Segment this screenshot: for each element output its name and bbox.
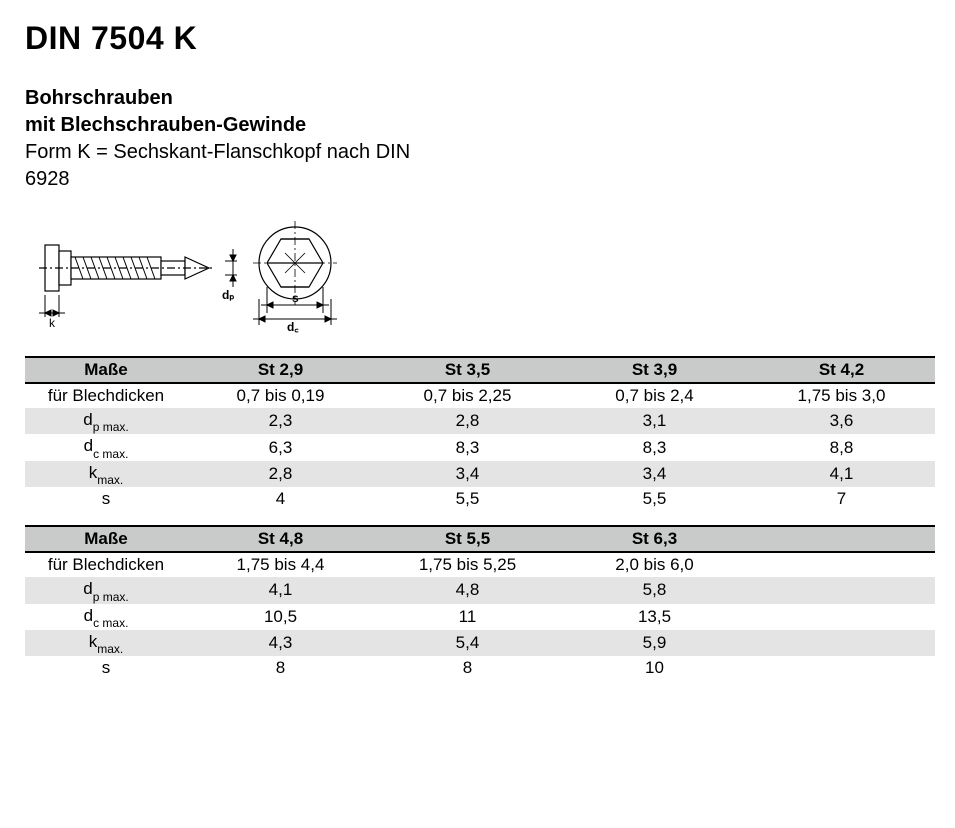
cell: 0,7 bis 2,4: [561, 383, 748, 408]
table-row: kmax. 2,8 3,4 3,4 4,1: [25, 461, 935, 487]
cell: 4,3: [187, 630, 374, 656]
table-row: dc max. 6,3 8,3 8,3 8,8: [25, 434, 935, 460]
cell: 4: [187, 487, 374, 511]
cell: 4,1: [187, 577, 374, 603]
row-label: dp max.: [25, 408, 187, 434]
row-label: für Blechdicken: [25, 552, 187, 577]
row-label: kmax.: [25, 630, 187, 656]
subtitle-line-3: Form K = Sechskant-Flanschkopf nach DIN …: [25, 139, 935, 193]
dimensions-table-1: Maße St 2,9 St 3,5 St 3,9 St 4,2 für Ble…: [25, 356, 935, 511]
header-col: [748, 526, 935, 552]
header-masse: Maße: [25, 526, 187, 552]
row-label: dp max.: [25, 577, 187, 603]
screw-diagram: k dₚ s d꜀: [25, 213, 935, 348]
cell: 5,9: [561, 630, 748, 656]
cell: 5,4: [374, 630, 561, 656]
header-col: St 4,8: [187, 526, 374, 552]
cell: [748, 656, 935, 680]
cell: 10: [561, 656, 748, 680]
cell: 10,5: [187, 604, 374, 630]
cell: 4,1: [748, 461, 935, 487]
table-row: für Blechdicken 0,7 bis 0,19 0,7 bis 2,2…: [25, 383, 935, 408]
cell: 3,1: [561, 408, 748, 434]
table-header-row: Maße St 2,9 St 3,5 St 3,9 St 4,2: [25, 357, 935, 383]
row-label: dc max.: [25, 434, 187, 460]
cell: 8: [374, 656, 561, 680]
table-row: für Blechdicken 1,75 bis 4,4 1,75 bis 5,…: [25, 552, 935, 577]
cell: 1,75 bis 5,25: [374, 552, 561, 577]
cell: 3,4: [561, 461, 748, 487]
cell: [748, 552, 935, 577]
header-col: St 6,3: [561, 526, 748, 552]
cell: 8,8: [748, 434, 935, 460]
dim-k-label: k: [49, 316, 56, 330]
cell: 1,75 bis 4,4: [187, 552, 374, 577]
dimensions-table-2: Maße St 4,8 St 5,5 St 6,3 für Blechdicke…: [25, 525, 935, 680]
header-col: St 2,9: [187, 357, 374, 383]
page-title: DIN 7504 K: [25, 20, 935, 57]
cell: 3,6: [748, 408, 935, 434]
dim-s-label: s: [292, 291, 299, 305]
cell: [748, 577, 935, 603]
row-label: kmax.: [25, 461, 187, 487]
row-label: dc max.: [25, 604, 187, 630]
table-row: kmax. 4,3 5,4 5,9: [25, 630, 935, 656]
subtitle-line-2: mit Blechschrauben-Gewinde: [25, 112, 935, 139]
table-row: dc max. 10,5 11 13,5: [25, 604, 935, 630]
cell: 11: [374, 604, 561, 630]
table-row: dp max. 2,3 2,8 3,1 3,6: [25, 408, 935, 434]
cell: 2,8: [187, 461, 374, 487]
cell: 13,5: [561, 604, 748, 630]
cell: 2,3: [187, 408, 374, 434]
cell: 0,7 bis 2,25: [374, 383, 561, 408]
header-col: St 3,5: [374, 357, 561, 383]
row-label: s: [25, 656, 187, 680]
table-row: s 8 8 10: [25, 656, 935, 680]
cell: 8,3: [374, 434, 561, 460]
table-row: dp max. 4,1 4,8 5,8: [25, 577, 935, 603]
cell: 7: [748, 487, 935, 511]
cell: 5,5: [374, 487, 561, 511]
cell: 3,4: [374, 461, 561, 487]
dim-dc-label: d꜀: [287, 320, 298, 334]
cell: 0,7 bis 0,19: [187, 383, 374, 408]
cell: 4,8: [374, 577, 561, 603]
cell: 1,75 bis 3,0: [748, 383, 935, 408]
header-masse: Maße: [25, 357, 187, 383]
subtitle-line-1: Bohrschrauben: [25, 85, 935, 112]
dim-dp-label: dₚ: [222, 288, 234, 302]
table-header-row: Maße St 4,8 St 5,5 St 6,3: [25, 526, 935, 552]
cell: 5,5: [561, 487, 748, 511]
cell: 2,8: [374, 408, 561, 434]
header-col: St 5,5: [374, 526, 561, 552]
cell: 8,3: [561, 434, 748, 460]
cell: [748, 604, 935, 630]
row-label: s: [25, 487, 187, 511]
table-row: s 4 5,5 5,5 7: [25, 487, 935, 511]
cell: 6,3: [187, 434, 374, 460]
cell: 2,0 bis 6,0: [561, 552, 748, 577]
cell: 5,8: [561, 577, 748, 603]
header-col: St 3,9: [561, 357, 748, 383]
row-label: für Blechdicken: [25, 383, 187, 408]
cell: [748, 630, 935, 656]
cell: 8: [187, 656, 374, 680]
header-col: St 4,2: [748, 357, 935, 383]
